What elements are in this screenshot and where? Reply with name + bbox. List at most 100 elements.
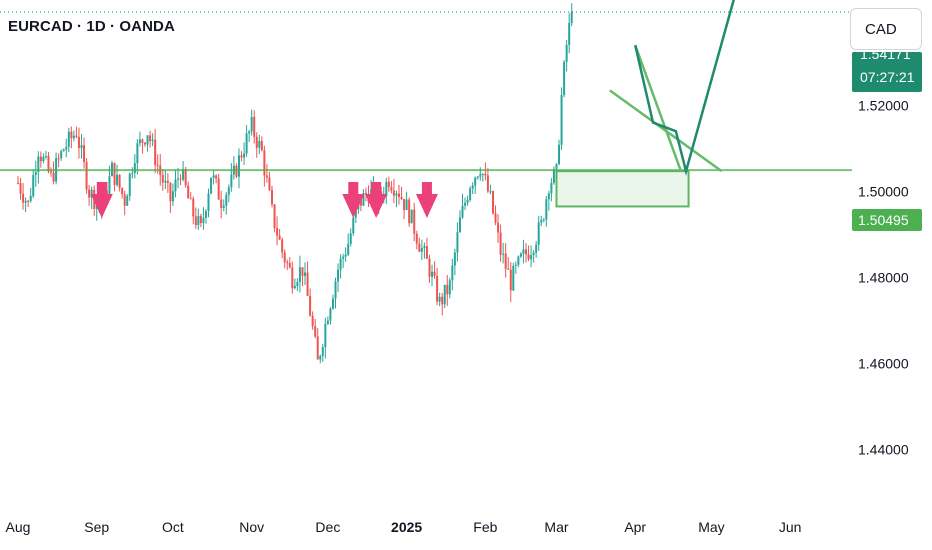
- candle: [276, 216, 279, 246]
- candle-body: [151, 139, 154, 142]
- candle: [403, 198, 406, 219]
- candle-body: [522, 249, 525, 254]
- candle-body: [321, 347, 324, 356]
- candle-body: [105, 190, 108, 197]
- candle-body: [133, 163, 136, 173]
- candle-body: [121, 188, 124, 195]
- last-price-tag: 1.54171 07:27:21: [852, 52, 922, 92]
- candle: [464, 197, 467, 211]
- currency-button[interactable]: CAD: [850, 8, 922, 50]
- candle-body: [184, 169, 187, 186]
- candle-body: [24, 200, 27, 203]
- candle-body: [304, 272, 307, 276]
- candle-body: [42, 156, 45, 162]
- candle: [110, 160, 113, 177]
- candle: [19, 177, 22, 200]
- candle-body: [161, 175, 164, 183]
- candle-body: [29, 196, 32, 201]
- candle-body: [278, 235, 281, 240]
- candle-body: [319, 355, 322, 360]
- candle-body: [179, 178, 182, 180]
- candle-body: [405, 199, 408, 211]
- candle: [230, 163, 233, 192]
- candle-body: [187, 185, 190, 199]
- candle: [263, 145, 266, 187]
- candle: [568, 13, 571, 54]
- candle-body: [47, 155, 50, 172]
- symbol-title[interactable]: EURCAD · 1D · OANDA: [8, 18, 175, 35]
- candle: [225, 191, 228, 215]
- candle: [319, 354, 322, 364]
- candle-body: [194, 216, 197, 226]
- candle: [24, 197, 27, 212]
- candle-body: [448, 280, 451, 295]
- candle-body: [418, 243, 421, 252]
- candle-body: [296, 281, 299, 286]
- flag-channel-line: [634, 44, 683, 172]
- candle: [504, 243, 507, 278]
- candle-body: [311, 315, 314, 327]
- candle-body: [347, 243, 350, 255]
- candle-body: [44, 155, 47, 157]
- candle-body: [225, 194, 228, 206]
- candle: [126, 193, 129, 206]
- candle: [502, 242, 505, 264]
- candle-body: [542, 219, 545, 221]
- candle: [250, 109, 253, 136]
- candle-body: [17, 182, 19, 184]
- candle: [154, 128, 157, 174]
- candle-body: [268, 177, 271, 191]
- candle: [141, 138, 144, 154]
- candle: [540, 215, 543, 227]
- candle: [222, 199, 225, 212]
- candle-body: [199, 215, 202, 223]
- time-axis[interactable]: Aug Sep Oct Nov Dec 2025 Feb Mar Apr May Jun: [6, 519, 802, 535]
- candle: [494, 205, 497, 226]
- candle: [304, 262, 307, 285]
- candle-body: [243, 153, 246, 158]
- candle: [50, 167, 53, 177]
- candle: [253, 110, 256, 144]
- candle: [123, 190, 126, 216]
- candle-body: [329, 308, 332, 321]
- candle: [337, 263, 340, 293]
- candle-body: [273, 204, 276, 229]
- candle-body: [507, 268, 510, 270]
- candle-body: [504, 253, 507, 269]
- candle-body: [154, 139, 157, 166]
- candle-body: [293, 285, 296, 289]
- candle: [408, 197, 411, 227]
- candle-body: [486, 175, 489, 192]
- candle-body: [39, 156, 42, 162]
- candle: [60, 149, 63, 161]
- candle: [362, 189, 365, 207]
- candle-body: [301, 267, 304, 276]
- candle-body: [291, 267, 294, 289]
- candle: [70, 126, 73, 149]
- candle-body: [420, 248, 423, 252]
- candle: [344, 247, 347, 262]
- candle: [202, 207, 205, 230]
- price-axis[interactable]: 1.44000 1.46000 1.48000 1.50000 1.52000: [858, 97, 909, 457]
- candle: [80, 134, 83, 159]
- candlestick-series: [17, 3, 573, 364]
- candle: [453, 248, 456, 276]
- candle-body: [113, 162, 116, 185]
- candle: [166, 173, 169, 193]
- candle-body: [400, 196, 403, 199]
- candle-body: [88, 189, 91, 198]
- candle-body: [331, 298, 334, 309]
- candle-body: [385, 181, 388, 197]
- candle-body: [126, 195, 129, 206]
- candle-body: [466, 200, 469, 203]
- candle: [197, 208, 200, 230]
- candle-body: [392, 190, 395, 196]
- candle: [420, 239, 423, 261]
- candle-body: [413, 209, 416, 234]
- candle: [121, 187, 124, 199]
- candle: [491, 190, 494, 215]
- candle-body: [146, 135, 149, 145]
- candle: [339, 254, 342, 279]
- candle: [278, 229, 281, 241]
